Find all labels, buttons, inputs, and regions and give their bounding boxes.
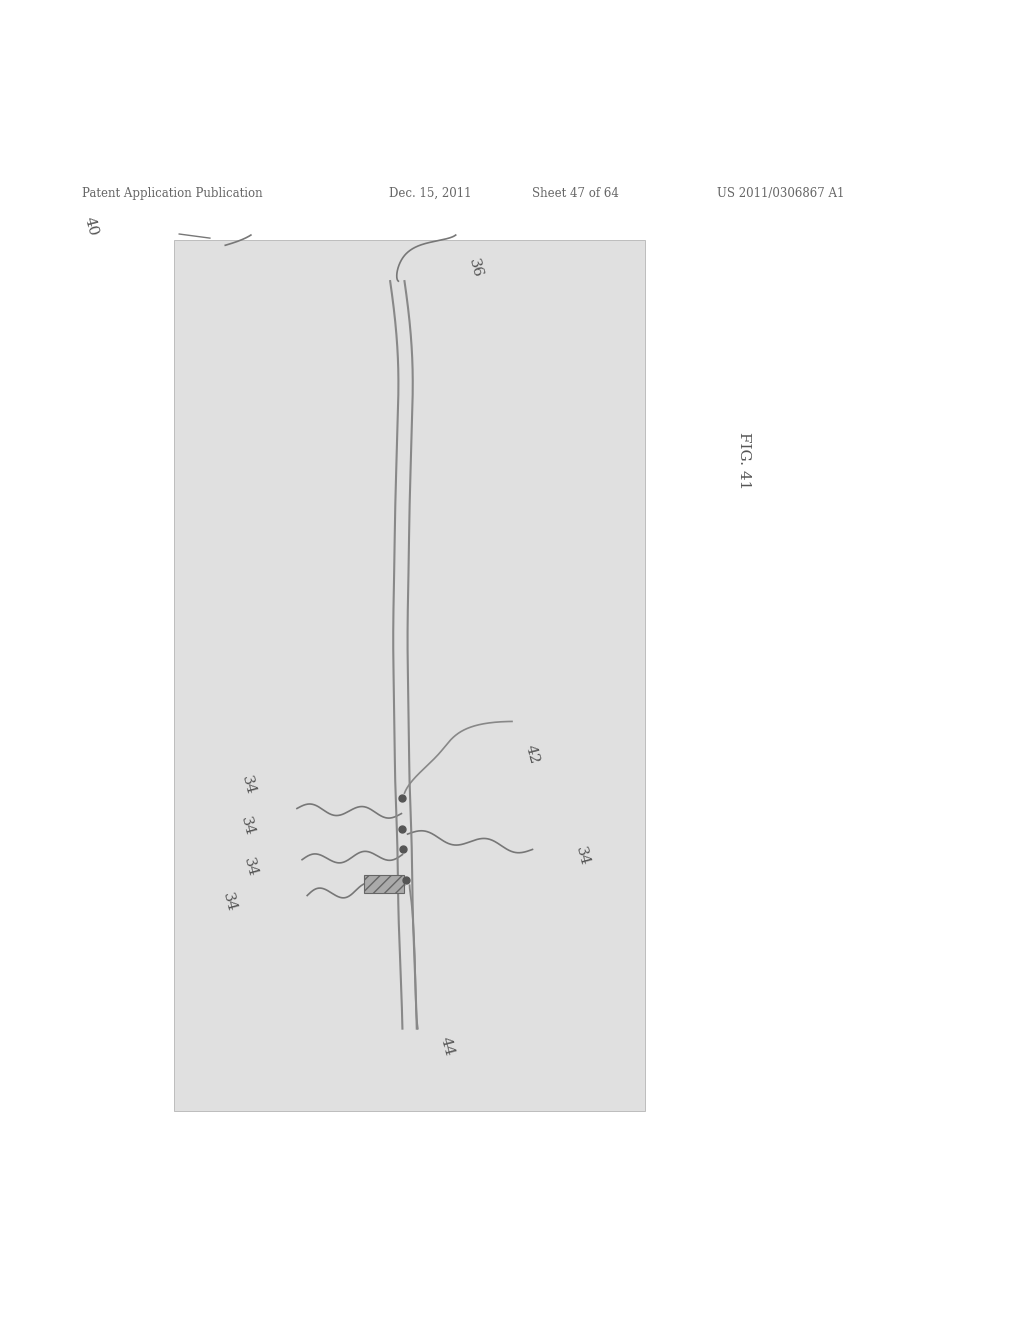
Text: Dec. 15, 2011: Dec. 15, 2011 [389, 187, 472, 199]
Text: 34: 34 [220, 891, 239, 913]
Text: 44: 44 [437, 1035, 456, 1057]
Text: 40: 40 [82, 215, 100, 238]
Text: Sheet 47 of 64: Sheet 47 of 64 [532, 187, 620, 199]
Text: Patent Application Publication: Patent Application Publication [82, 187, 262, 199]
Text: FIG. 41: FIG. 41 [737, 432, 752, 488]
Text: 34: 34 [241, 855, 259, 878]
Text: 34: 34 [239, 774, 257, 796]
Text: 34: 34 [573, 846, 592, 867]
Text: US 2011/0306867 A1: US 2011/0306867 A1 [717, 187, 844, 199]
Text: 36: 36 [466, 256, 484, 279]
FancyBboxPatch shape [364, 875, 404, 894]
Text: 34: 34 [238, 814, 256, 837]
FancyBboxPatch shape [174, 240, 645, 1110]
Text: 42: 42 [522, 743, 541, 766]
